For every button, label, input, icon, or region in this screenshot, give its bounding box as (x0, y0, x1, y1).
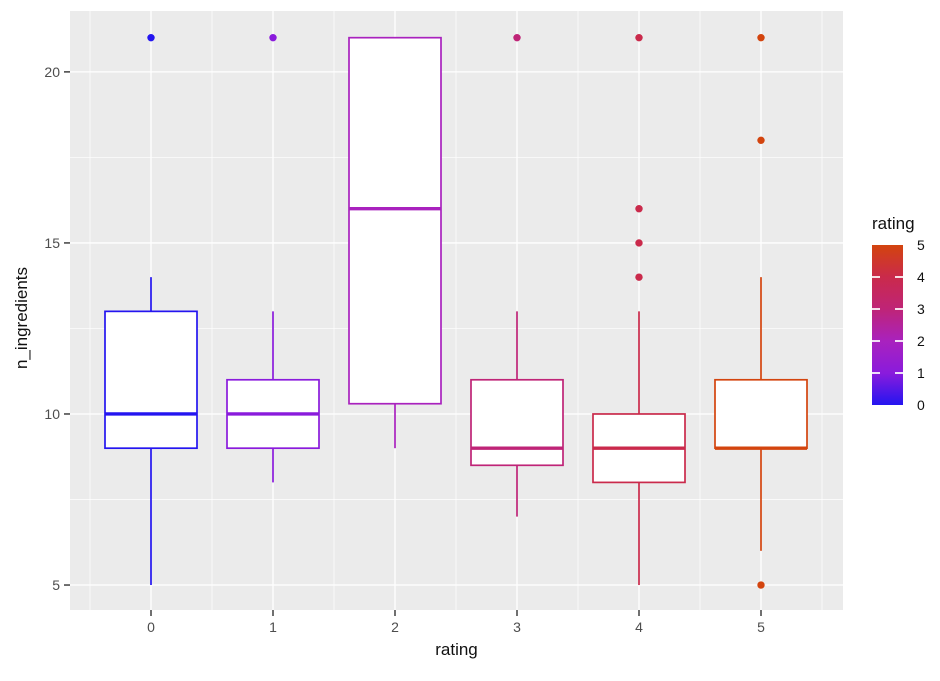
y-tick-label: 10 (44, 406, 60, 422)
x-tick-label: 0 (147, 619, 155, 635)
box-rating-2 (348, 36, 442, 405)
box-rating-3 (470, 378, 564, 467)
outlier-rating-5 (757, 136, 765, 145)
outlier-rating-1 (269, 33, 277, 42)
y-tick-label: 20 (44, 64, 60, 80)
outlier-rating-4 (635, 33, 643, 42)
legend-tick-label: 1 (917, 365, 925, 381)
y-axis-title: n_ingredients (12, 266, 31, 370)
legend-tick-label: 2 (917, 333, 925, 349)
panel-background (70, 11, 843, 610)
x-tick-label: 1 (269, 619, 277, 635)
y-tick-label: 5 (52, 577, 60, 593)
outlier-rating-5 (757, 581, 765, 589)
legend-colorbar: 5 4 3 2 1 0 (872, 238, 925, 412)
outlier-rating-3 (513, 33, 521, 42)
outlier-rating-4 (635, 205, 643, 213)
colorbar-tick-mark (895, 308, 903, 310)
legend: rating 5 4 3 2 1 0 (870, 214, 940, 412)
legend-title: rating (872, 214, 915, 233)
colorbar-tick-mark (872, 372, 880, 374)
colorbar-tick-mark (872, 308, 880, 310)
colorbar-tick-mark (895, 276, 903, 278)
colorbar-tick-mark (895, 372, 903, 374)
outlier-rating-4 (635, 239, 643, 247)
x-tick-label: 5 (757, 619, 765, 635)
outlier-rating-5 (757, 33, 765, 42)
colorbar-tick-mark (872, 276, 880, 278)
legend-tick-label: 0 (917, 397, 925, 413)
outlier-rating-4 (635, 273, 643, 281)
colorbar-tick-mark (872, 340, 880, 342)
y-tick-label: 15 (44, 235, 60, 251)
legend-tick-label: 5 (917, 237, 925, 253)
x-tick-label: 3 (513, 619, 521, 635)
box-rating-0 (104, 310, 198, 450)
outlier-rating-0 (147, 33, 155, 42)
x-tick-label: 2 (391, 619, 399, 635)
legend-tick-label: 3 (917, 301, 925, 317)
x-axis-title: rating (435, 640, 478, 659)
box-rating-5 (714, 378, 808, 450)
x-tick-label: 4 (635, 619, 643, 635)
colorbar-tick-mark (895, 340, 903, 342)
legend-tick-label: 4 (917, 269, 925, 285)
